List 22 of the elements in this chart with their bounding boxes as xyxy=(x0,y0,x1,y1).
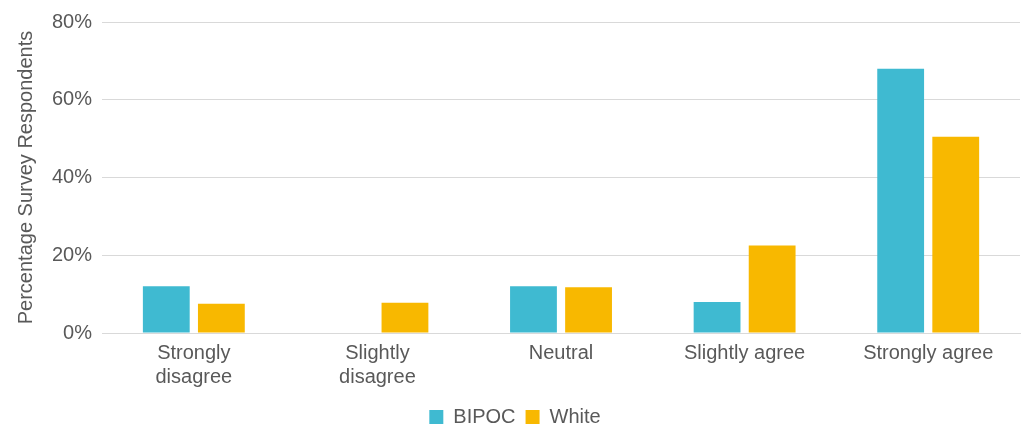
legend-label: White xyxy=(549,404,601,427)
legend-label: BIPOC xyxy=(453,404,516,427)
x-tick-label: Slightly agree xyxy=(684,340,806,363)
x-tick-label: Neutral xyxy=(528,340,594,363)
bar xyxy=(748,245,796,333)
x-tick-label: Strongly agree xyxy=(863,340,994,363)
y-tick-label: 60% xyxy=(52,87,93,110)
y-tick-label: 40% xyxy=(52,165,93,188)
bar xyxy=(381,302,429,333)
bar xyxy=(565,287,612,333)
bar xyxy=(142,286,190,333)
x-tick-label: Strongly disagree xyxy=(155,340,233,387)
bar xyxy=(932,136,980,333)
y-tick-label: 0% xyxy=(63,320,93,343)
x-tick-label: Slightly disagree xyxy=(339,340,416,387)
bar xyxy=(510,286,557,333)
bar xyxy=(877,68,925,333)
y-axis-title: Percentage Survey Respondents xyxy=(13,30,36,325)
y-tick-label: 20% xyxy=(52,242,93,265)
bar xyxy=(693,301,741,333)
bar xyxy=(197,303,245,333)
y-tick-label: 80% xyxy=(52,9,93,32)
